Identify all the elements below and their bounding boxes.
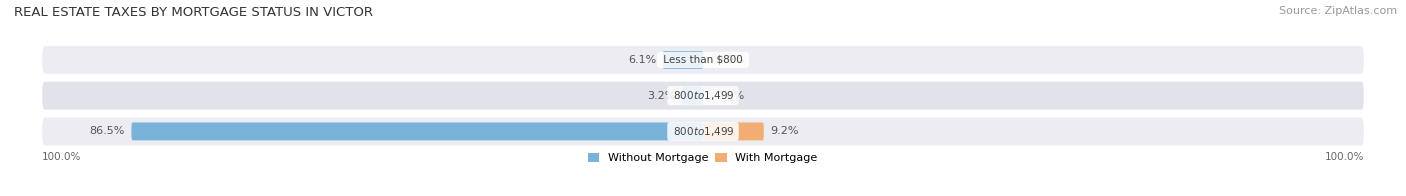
Text: 9.2%: 9.2% xyxy=(770,126,799,136)
Text: $800 to $1,499: $800 to $1,499 xyxy=(671,89,735,102)
FancyBboxPatch shape xyxy=(42,82,1364,110)
FancyBboxPatch shape xyxy=(662,51,703,69)
Text: 100.0%: 100.0% xyxy=(1324,152,1364,162)
Legend: Without Mortgage, With Mortgage: Without Mortgage, With Mortgage xyxy=(588,153,818,163)
Text: 0.0%: 0.0% xyxy=(716,55,744,65)
Text: Less than $800: Less than $800 xyxy=(659,55,747,65)
Text: $800 to $1,499: $800 to $1,499 xyxy=(671,125,735,138)
Text: 0.0%: 0.0% xyxy=(716,91,744,101)
Text: 86.5%: 86.5% xyxy=(90,126,125,136)
Text: 100.0%: 100.0% xyxy=(42,152,82,162)
FancyBboxPatch shape xyxy=(131,122,703,140)
Text: Source: ZipAtlas.com: Source: ZipAtlas.com xyxy=(1279,6,1398,16)
FancyBboxPatch shape xyxy=(42,46,1364,74)
FancyBboxPatch shape xyxy=(682,87,703,105)
FancyBboxPatch shape xyxy=(42,117,1364,145)
Text: REAL ESTATE TAXES BY MORTGAGE STATUS IN VICTOR: REAL ESTATE TAXES BY MORTGAGE STATUS IN … xyxy=(14,6,373,19)
FancyBboxPatch shape xyxy=(703,122,763,140)
Text: 6.1%: 6.1% xyxy=(628,55,657,65)
Text: 3.2%: 3.2% xyxy=(647,91,675,101)
